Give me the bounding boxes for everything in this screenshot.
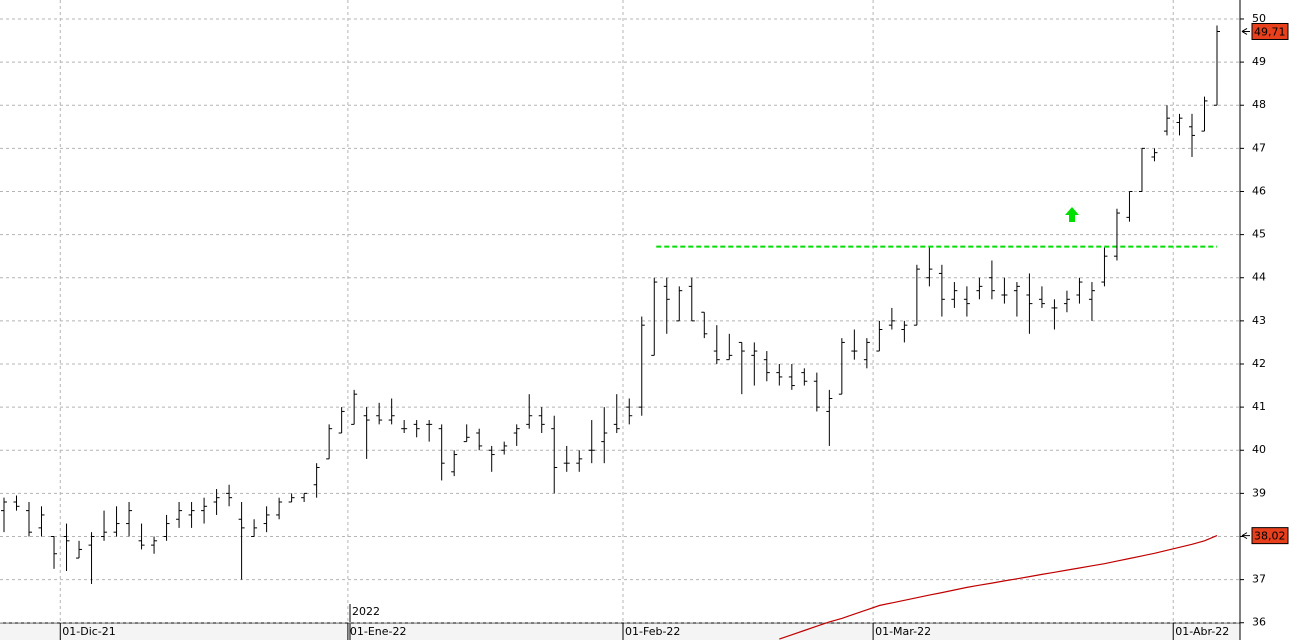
y-tick-label: 41: [1252, 400, 1266, 413]
x-tick-label: 01-Abr-22: [1175, 625, 1229, 638]
y-tick-label: 50: [1252, 12, 1266, 25]
y-tick-label: 46: [1252, 184, 1266, 197]
moving-average-label-pointer: [1241, 532, 1250, 540]
y-tick-label: 47: [1252, 141, 1266, 154]
y-tick-label: 37: [1252, 573, 1266, 586]
y-tick-label: 49: [1252, 55, 1266, 68]
moving-average-line: [779, 535, 1218, 640]
x-tick-label: 01-Mar-22: [875, 625, 931, 638]
y-tick-label: 40: [1252, 443, 1266, 456]
x-tick-label: 01-Feb-22: [625, 625, 680, 638]
x-tick-label: 01-Dic-21: [62, 625, 116, 638]
last-price-label-pointer: [1241, 28, 1250, 35]
y-tick-label: 42: [1252, 357, 1266, 370]
moving-average-label: 38,02: [1254, 530, 1286, 543]
last-price-label: 49,71: [1254, 25, 1286, 38]
y-tick-label: 45: [1252, 228, 1266, 241]
last-price-label-box: [1251, 22, 1289, 40]
x-tick-label: 01-Ene-22: [350, 625, 407, 638]
y-tick-label: 36: [1252, 616, 1266, 629]
y-tick-label: 44: [1252, 271, 1266, 284]
y-tick-label: 48: [1252, 98, 1266, 111]
y-tick-label: 43: [1252, 314, 1266, 327]
moving-average-label-box: [1251, 527, 1289, 545]
x-axis-strip: [0, 623, 1240, 640]
y-tick-label: 39: [1252, 486, 1266, 499]
year-label: 2022: [352, 605, 380, 618]
up-arrow: [1065, 207, 1079, 222]
